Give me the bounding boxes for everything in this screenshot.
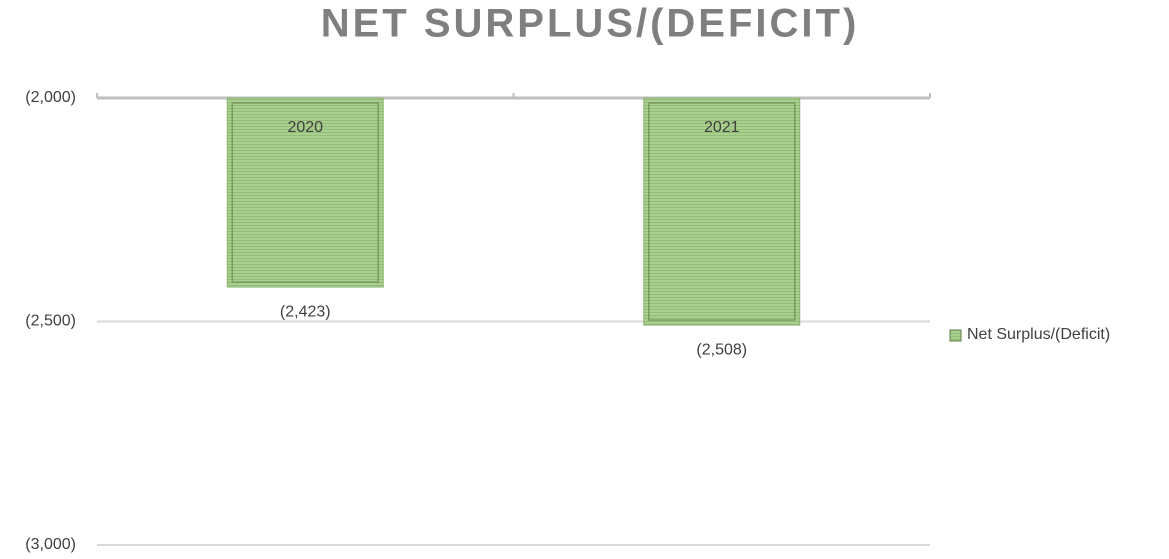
- y-tick-label: (3,000): [25, 536, 76, 553]
- legend-swatch-texture: [950, 330, 961, 341]
- category-label: 2021: [704, 119, 740, 136]
- data-label: (2,423): [280, 303, 331, 320]
- chart-title: NET SURPLUS/(DEFICIT): [321, 2, 860, 46]
- data-label: (2,508): [696, 341, 747, 358]
- y-tick-label: (2,000): [25, 89, 76, 106]
- bar-texture: [643, 98, 800, 326]
- y-tick-label: (2,500): [25, 313, 76, 330]
- bar-bevel: [231, 102, 379, 283]
- bar-texture: [227, 98, 384, 288]
- bar-bevel: [648, 102, 796, 321]
- category-label: 2020: [287, 119, 323, 136]
- legend-label: Net Surplus/(Deficit): [967, 326, 1110, 343]
